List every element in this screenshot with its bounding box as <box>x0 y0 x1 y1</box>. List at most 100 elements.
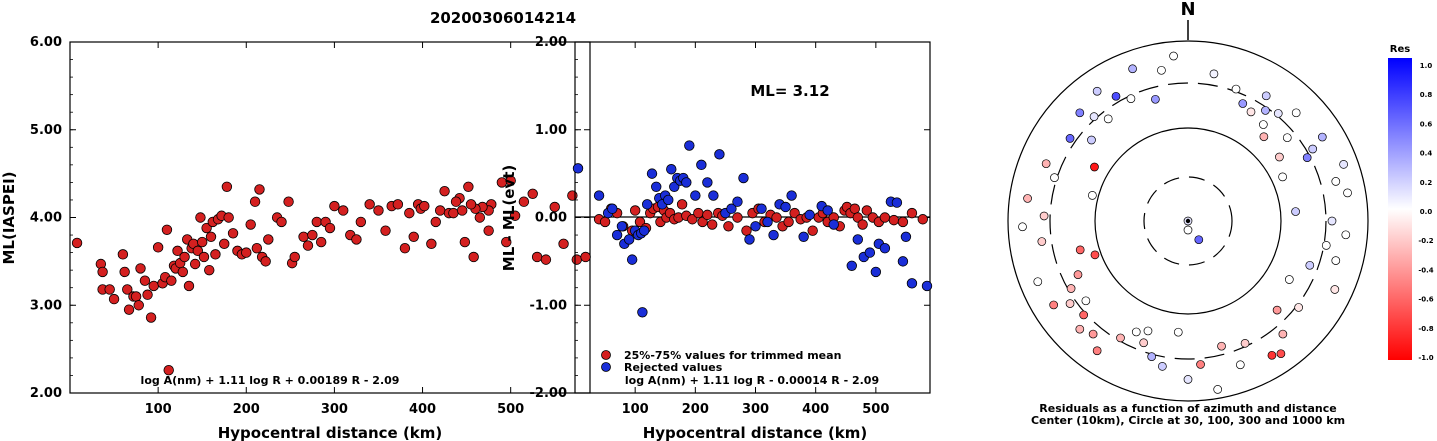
trimmed-residual-point <box>706 219 718 230</box>
station-residual-marker <box>1267 350 1277 360</box>
station-residual-marker <box>1075 324 1085 334</box>
magnitude-point <box>527 188 538 200</box>
trimmed-residual-point <box>783 216 794 228</box>
rejected-residual-point <box>852 234 863 245</box>
station-residual-marker <box>1278 172 1287 182</box>
station-residual-marker <box>1111 91 1121 101</box>
trimmed-residual-point <box>897 216 909 228</box>
magnitude-point <box>571 254 582 265</box>
station-residual-marker <box>1128 64 1137 74</box>
station-residual-marker <box>1343 188 1352 198</box>
magnitude-point <box>139 275 151 286</box>
trimmed-residual-point <box>702 209 713 221</box>
station-residual-marker <box>1079 310 1089 320</box>
colorbar-tick-label: -0.6 <box>1418 296 1433 304</box>
magnitude-point <box>540 254 552 265</box>
station-residual-marker <box>1065 299 1075 308</box>
trimmed-residual-point <box>861 205 873 216</box>
colorbar-title: Res <box>1390 44 1410 55</box>
plot1-ytick-label: 3.00 <box>30 298 62 313</box>
magnitude-point <box>364 199 375 210</box>
station-residual-marker <box>1065 134 1075 143</box>
trimmed-residual-point <box>849 203 860 214</box>
plot1-xtick-label: 100 <box>145 402 172 417</box>
station-residual-marker <box>1209 69 1219 79</box>
plot2-xtick-label: 400 <box>802 402 829 417</box>
rejected-residual-point <box>846 260 857 271</box>
magnitude-point <box>324 222 336 234</box>
station-residual-marker <box>1330 285 1340 294</box>
station-residual-marker <box>1139 338 1149 348</box>
magnitude-point <box>210 249 221 260</box>
magnitude-point <box>426 238 437 250</box>
magnitude-point <box>260 256 271 267</box>
colorbar-gradient <box>1388 58 1412 360</box>
magnitude-point <box>518 196 530 207</box>
station-residual-marker <box>1081 296 1091 306</box>
magnitude-point <box>263 234 274 245</box>
magnitude-point <box>289 251 300 263</box>
rejected-residual-point <box>611 229 623 241</box>
station-residual-marker <box>1291 108 1301 118</box>
legend-marker-rejected <box>601 362 611 372</box>
station-residual-marker <box>1282 133 1292 143</box>
magnitude-point <box>474 212 486 223</box>
trimmed-residual-point <box>741 225 752 236</box>
station-residual-marker <box>1235 360 1245 370</box>
trimmed-residual-point <box>807 225 818 236</box>
plot1-ytick-label: 6.00 <box>30 35 62 50</box>
station-residual-marker <box>1050 173 1059 182</box>
magnitude-point <box>251 243 263 254</box>
plot2-ml-annotation: ML= 3.12 <box>750 82 829 100</box>
magnitude-point <box>315 236 327 248</box>
station-residual-marker <box>1294 303 1303 312</box>
station-residual-marker <box>1092 86 1102 96</box>
magnitude-point <box>145 312 157 323</box>
plot2-xlabel: Hypocentral distance (km) <box>643 424 868 441</box>
magnitude-point <box>104 284 115 295</box>
rejected-residual-point <box>744 234 755 245</box>
trimmed-residual-point <box>676 199 688 210</box>
trimmed-residual-point <box>732 212 743 223</box>
magnitude-point <box>580 251 591 263</box>
station-residual-marker <box>1259 132 1269 142</box>
station-residual-marker <box>1049 300 1059 310</box>
magnitude-point <box>245 219 256 230</box>
ring-100km <box>1094 127 1282 315</box>
station-residual-marker <box>1087 135 1096 145</box>
magnitude-point <box>501 236 512 248</box>
magnitude-point <box>183 280 195 292</box>
plot2-xtick-label: 100 <box>622 402 649 417</box>
station-residual-marker <box>1116 333 1125 343</box>
station-residual-marker <box>1103 114 1113 124</box>
rejected-residual-point <box>870 266 882 278</box>
magnitude-point <box>399 243 411 254</box>
plot2-ytick-label: 0.00 <box>535 211 567 226</box>
station-residual-marker <box>1018 222 1027 232</box>
rejected-residual-point <box>822 205 833 216</box>
magnitude-point <box>311 216 322 228</box>
station-residual-marker <box>1261 106 1270 115</box>
station-residual-marker <box>1273 109 1283 118</box>
magnitude-point <box>117 249 129 260</box>
station-residual-marker <box>1302 153 1312 162</box>
colorbar-tick-label: 0.6 <box>1420 120 1433 128</box>
trimmed-residual-point <box>852 212 863 223</box>
station-residual-marker <box>1339 160 1348 169</box>
ring-1000km <box>1007 40 1369 402</box>
station-residual-marker <box>1327 216 1337 226</box>
station-residual-marker <box>1331 177 1341 186</box>
plot2-ytick-label: 2.00 <box>535 35 567 50</box>
magnitude-point <box>276 216 287 228</box>
rejected-residual-point <box>708 190 719 201</box>
station-residual-marker <box>1147 352 1157 361</box>
magnitude-point <box>177 266 189 278</box>
station-residual-marker <box>1276 349 1286 359</box>
colorbar-tick-label: 0.8 <box>1420 91 1433 99</box>
station-residual-marker <box>1088 329 1098 339</box>
magnitude-point <box>148 280 159 292</box>
station-residual-marker <box>1275 152 1284 162</box>
magnitude-point <box>283 196 294 207</box>
rejected-residual-point <box>626 254 638 265</box>
legend-marker-trimmed <box>601 350 611 360</box>
